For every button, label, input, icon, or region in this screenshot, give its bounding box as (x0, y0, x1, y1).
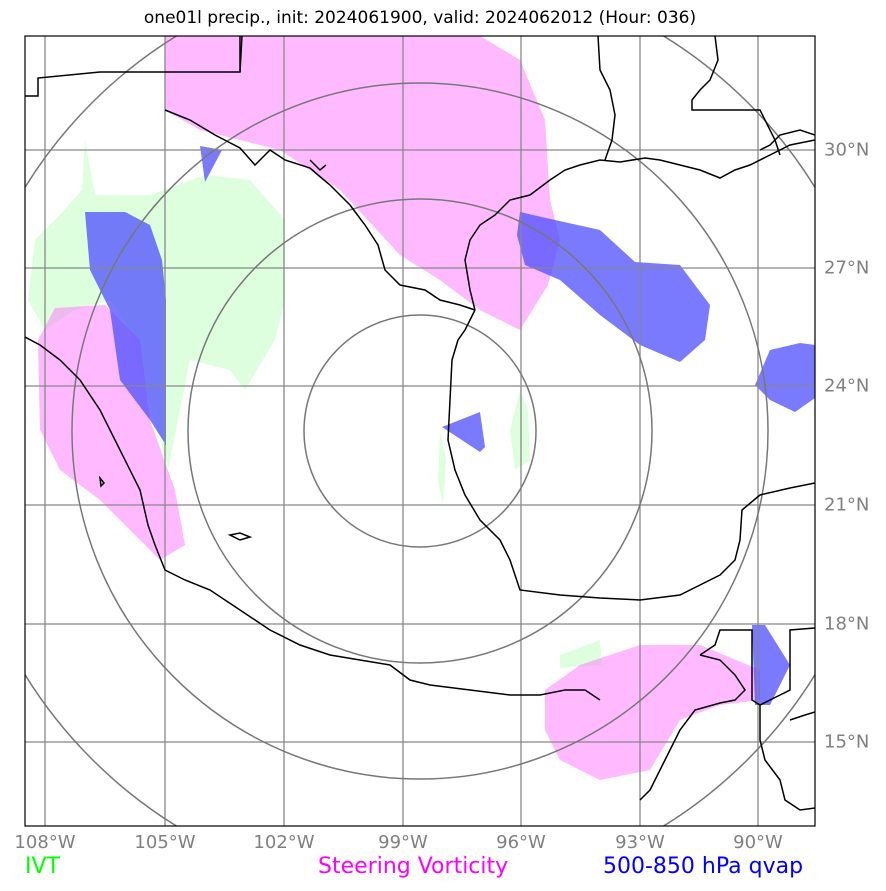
coastlines (25, 36, 815, 811)
lat-label-24n: 24°N (824, 375, 870, 397)
map-title: one01l precip., init: 2024061900, valid:… (143, 8, 697, 28)
lon-label-105w: 105°W (134, 832, 196, 853)
lat-label-18n: 18°N (824, 613, 870, 635)
lon-label-90w: 90°W (733, 832, 783, 853)
map-frame (24, 35, 816, 827)
lon-label-102w: 102°W (253, 832, 315, 853)
lat-label-30n: 30°N (824, 139, 870, 161)
lat-label-27n: 27°N (824, 257, 870, 279)
lon-label-99w: 99°W (378, 832, 428, 853)
lon-label-108w: 108°W (14, 832, 76, 853)
lon-label-93w: 93°W (615, 832, 665, 853)
lon-label-96w: 96°W (496, 832, 546, 853)
legend-qvap: 500-850 hPa qvap (603, 854, 804, 879)
legend-ivt: IVT (25, 854, 60, 879)
lat-label-21n: 21°N (824, 494, 870, 516)
legend-steering-vorticity: Steering Vorticity (318, 854, 509, 879)
lat-label-15n: 15°N (824, 731, 870, 753)
